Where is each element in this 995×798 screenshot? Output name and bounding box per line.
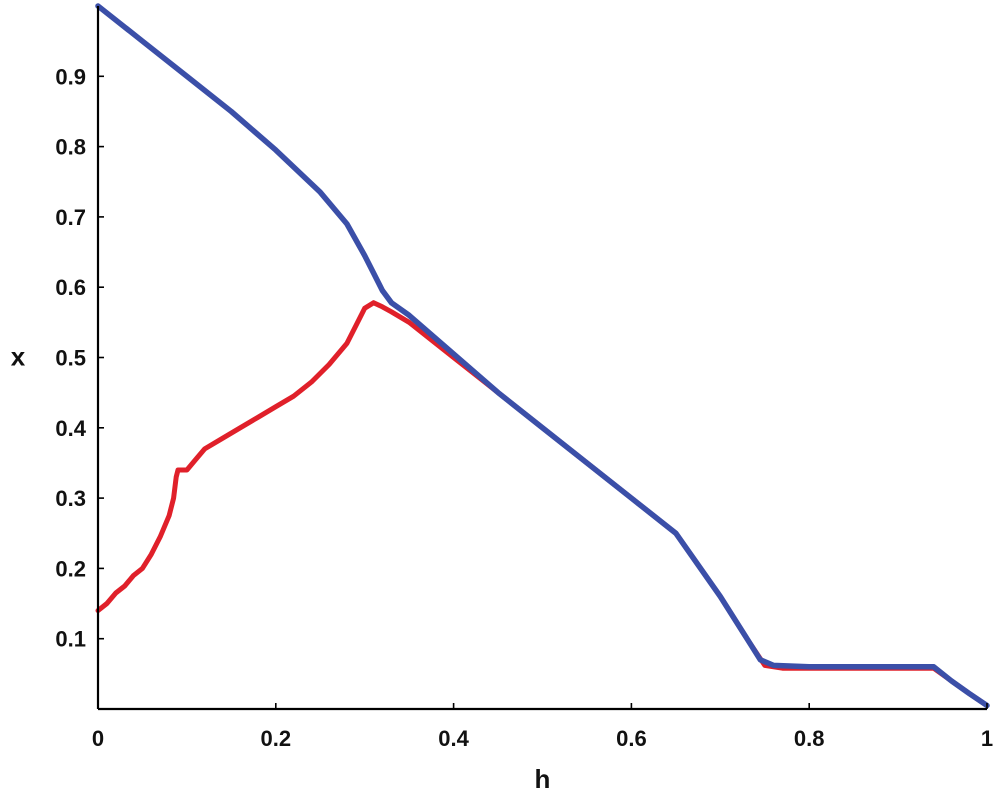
x-tick-label: 0.2	[261, 726, 292, 751]
axes-layer: 0 0.2 0.4 0.6 0.8 1 0.1 0.2 0.3 0.4 0.5 0.6 0.7 0.8 0.…	[55, 6, 993, 751]
x-tick-label: 0.6	[616, 726, 647, 751]
y-tick-label: 0.1	[55, 627, 86, 652]
x-tick-label: 0.8	[794, 726, 825, 751]
y-axis-title: x	[11, 342, 26, 372]
x-tick-label: 1	[981, 726, 993, 751]
y-tick-label: 0.3	[55, 486, 86, 511]
x-tick-label: 0	[92, 726, 104, 751]
y-tick-label: 0.8	[55, 135, 86, 160]
series-line-blue	[95, 3, 990, 709]
x-tick-label: 0.4	[438, 726, 469, 751]
series-layer	[95, 3, 990, 709]
y-tick-label: 0.7	[55, 205, 86, 230]
series-line-red	[95, 300, 990, 708]
y-tick-label: 0.2	[55, 556, 86, 581]
y-tick-label: 0.4	[55, 416, 86, 441]
y-tick-label: 0.9	[55, 64, 86, 89]
y-tick-label: 0.6	[55, 275, 86, 300]
x-axis-title: h	[535, 764, 551, 794]
y-tick-label: 0.5	[55, 346, 86, 371]
